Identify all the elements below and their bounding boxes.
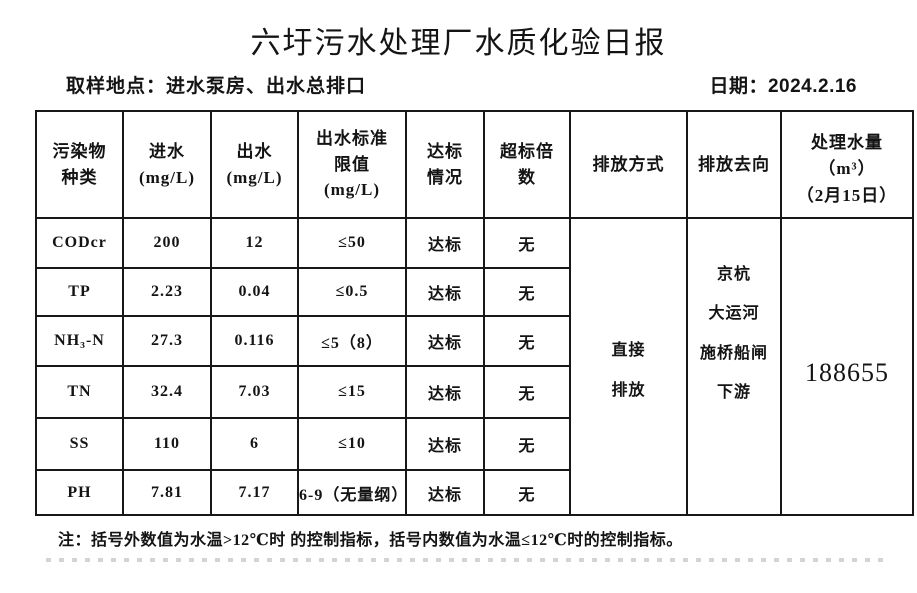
cell-discharge-mode: 直接 排放 bbox=[569, 217, 688, 516]
cell-param: TN bbox=[35, 365, 124, 419]
sampling-point-label: 取样地点：进水泵房、出水总排口 bbox=[66, 76, 367, 97]
cell-param: CODcr bbox=[35, 217, 124, 269]
treated-volume-header-text: 处理水量 （m³） （2月15日） bbox=[796, 132, 898, 205]
cell-discharge-destination: 京杭 大运河 施桥船闸 下游 bbox=[686, 217, 782, 516]
table-header-row: 污染物 种类 进水 (mg/L) 出水 (mg/L) 出水标准 限值 (mg/L… bbox=[35, 110, 914, 219]
cell-exceed: 无 bbox=[483, 469, 571, 516]
cell-inlet: 27.3 bbox=[122, 315, 212, 367]
cell-status: 达标 bbox=[405, 469, 485, 516]
cell-inlet: 200 bbox=[122, 217, 212, 269]
cell-status: 达标 bbox=[405, 417, 485, 471]
cell-outlet: 12 bbox=[210, 217, 299, 269]
cell-limit: ≤5（8） bbox=[297, 315, 407, 367]
page-title: 六圩污水处理厂水质化验日报 bbox=[250, 27, 667, 60]
report-date: 日期：2024.2.16 bbox=[709, 76, 857, 97]
cropped-bottom-text-line bbox=[46, 558, 884, 562]
col-header-outlet: 出水 (mg/L) bbox=[210, 110, 299, 219]
report-page: 六圩污水处理厂水质化验日报 取样地点：进水泵房、出水总排口 日期：2024.2.… bbox=[0, 18, 917, 562]
cell-outlet: 6 bbox=[210, 417, 299, 471]
cell-param: TP bbox=[35, 267, 124, 317]
cell-treated-volume: 188655 bbox=[780, 217, 914, 516]
cell-param: PH bbox=[35, 469, 124, 516]
cell-limit: 6-9（无量纲） bbox=[297, 469, 407, 516]
table-row-tn: TN 32.4 7.03 ≤15 达标 无 bbox=[35, 365, 913, 419]
cell-inlet: 7.81 bbox=[122, 469, 212, 516]
cell-outlet: 0.04 bbox=[210, 267, 299, 317]
col-header-treated-volume: 处理水量 （m³） （2月15日） bbox=[780, 110, 914, 219]
cell-status: 达标 bbox=[405, 365, 485, 419]
cell-outlet: 7.17 bbox=[210, 469, 299, 516]
cell-outlet: 0.116 bbox=[210, 315, 299, 367]
cell-exceed: 无 bbox=[483, 267, 571, 317]
report-subheader: 取样地点：进水泵房、出水总排口 日期：2024.2.16 bbox=[66, 71, 857, 98]
cell-param: NH₃-N bbox=[35, 315, 124, 367]
treated-volume-value: 188655 bbox=[805, 357, 889, 387]
table-row-nh3n: NH₃-N 27.3 0.116 ≤5（8） 达标 无 bbox=[35, 315, 913, 367]
footnote: 注：括号外数值为水温>12℃时 的控制指标，括号内数值为水温≤12℃时的控制指标… bbox=[58, 532, 683, 549]
cell-status: 达标 bbox=[405, 217, 485, 269]
table-row-codcr: CODcr 200 12 ≤50 达标 无 直接 排放 京杭 大运河 施桥船闸 … bbox=[35, 217, 914, 516]
table-row-tp: TP 2.23 0.04 ≤0.5 达标 无 bbox=[35, 267, 913, 317]
cell-exceed: 无 bbox=[483, 315, 571, 367]
cell-limit: ≤10 bbox=[297, 417, 407, 471]
col-header-exceed: 超标倍 数 bbox=[483, 110, 571, 219]
cell-status: 达标 bbox=[405, 315, 485, 367]
cell-limit: ≤50 bbox=[297, 217, 407, 269]
cell-inlet: 2.23 bbox=[122, 267, 212, 317]
col-header-inlet: 进水 (mg/L) bbox=[122, 110, 212, 219]
table-row-ss: SS 110 6 ≤10 达标 无 bbox=[35, 417, 913, 471]
cell-status: 达标 bbox=[405, 267, 485, 317]
cell-limit: ≤0.5 bbox=[297, 267, 407, 317]
cell-exceed: 无 bbox=[483, 365, 571, 419]
cell-inlet: 32.4 bbox=[122, 365, 212, 419]
col-header-discharge-destination: 排放去向 bbox=[686, 110, 782, 219]
table-row-ph: PH 7.81 7.17 6-9（无量纲） 达标 无 bbox=[35, 469, 913, 516]
cell-outlet: 7.03 bbox=[210, 365, 299, 419]
discharge-mode-text: 直接 排放 bbox=[611, 341, 646, 399]
col-header-discharge-mode: 排放方式 bbox=[569, 110, 688, 219]
cell-inlet: 110 bbox=[122, 417, 212, 471]
col-header-status: 达标 情况 bbox=[405, 110, 485, 219]
cell-param: SS bbox=[35, 417, 124, 471]
water-quality-table: 污染物 种类 进水 (mg/L) 出水 (mg/L) 出水标准 限值 (mg/L… bbox=[35, 110, 914, 516]
cell-exceed: 无 bbox=[483, 417, 571, 471]
cell-limit: ≤15 bbox=[297, 365, 407, 419]
discharge-destination-text: 京杭 大运河 施桥船闸 下游 bbox=[699, 266, 768, 401]
cell-exceed: 无 bbox=[483, 217, 571, 269]
col-header-limit: 出水标准 限值 (mg/L) bbox=[297, 110, 407, 219]
col-header-pollutant: 污染物 种类 bbox=[35, 110, 124, 219]
